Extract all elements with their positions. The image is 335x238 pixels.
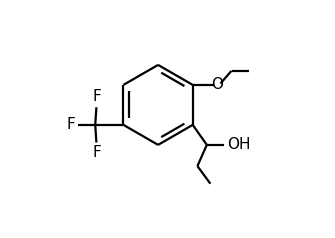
Text: O: O: [211, 77, 223, 92]
Text: F: F: [92, 89, 101, 104]
Text: OH: OH: [227, 137, 250, 152]
Text: F: F: [92, 145, 101, 160]
Text: F: F: [66, 117, 75, 132]
